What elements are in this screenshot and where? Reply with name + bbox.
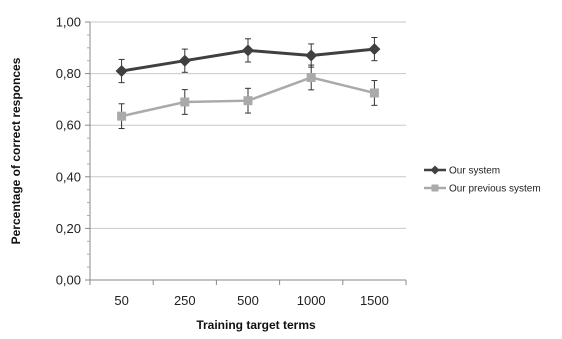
data-point (243, 96, 253, 106)
x-axis-title: Training target terms (196, 318, 316, 332)
y-tick-label: 0,40 (56, 169, 81, 184)
y-axis-title: Percentage of correct responces (9, 57, 23, 244)
y-tick-label: 0,60 (56, 118, 81, 133)
legend-label: Our system (449, 166, 500, 177)
y-tick-label: 1,00 (56, 15, 81, 30)
x-tick-label: 1500 (360, 293, 389, 308)
data-point (305, 49, 318, 62)
legend-item: Our previous system (424, 184, 541, 195)
gridlines (90, 21, 406, 229)
legend-marker (430, 165, 440, 175)
legend-marker (431, 184, 439, 192)
y-tick-label: 0,20 (56, 221, 81, 236)
data-point (115, 65, 128, 78)
y-tick-label: 0,00 (56, 273, 81, 288)
legend-item: Our system (424, 165, 500, 177)
x-tick-label: 50 (114, 293, 128, 308)
y-tick-labels: 0,00 0,20 0,40 0,60 0,80 1,00 (56, 15, 90, 288)
x-tick-labels: 50 250 500 1000 1500 (89, 280, 407, 308)
data-point (368, 43, 381, 56)
legend: Our system Our previous system (424, 165, 541, 195)
legend-label: Our previous system (449, 184, 541, 195)
data-point (178, 54, 191, 67)
x-tick-label: 1000 (297, 293, 326, 308)
x-tick-label: 250 (174, 293, 196, 308)
y-tick-label: 0,80 (56, 66, 81, 81)
series-1 (115, 36, 381, 84)
series-2 (117, 64, 379, 130)
series-group (115, 36, 381, 130)
data-point (369, 88, 379, 98)
x-tick-label: 500 (237, 293, 259, 308)
data-point (117, 111, 127, 121)
data-point (180, 97, 190, 107)
data-point (306, 72, 316, 82)
data-point (242, 44, 254, 57)
